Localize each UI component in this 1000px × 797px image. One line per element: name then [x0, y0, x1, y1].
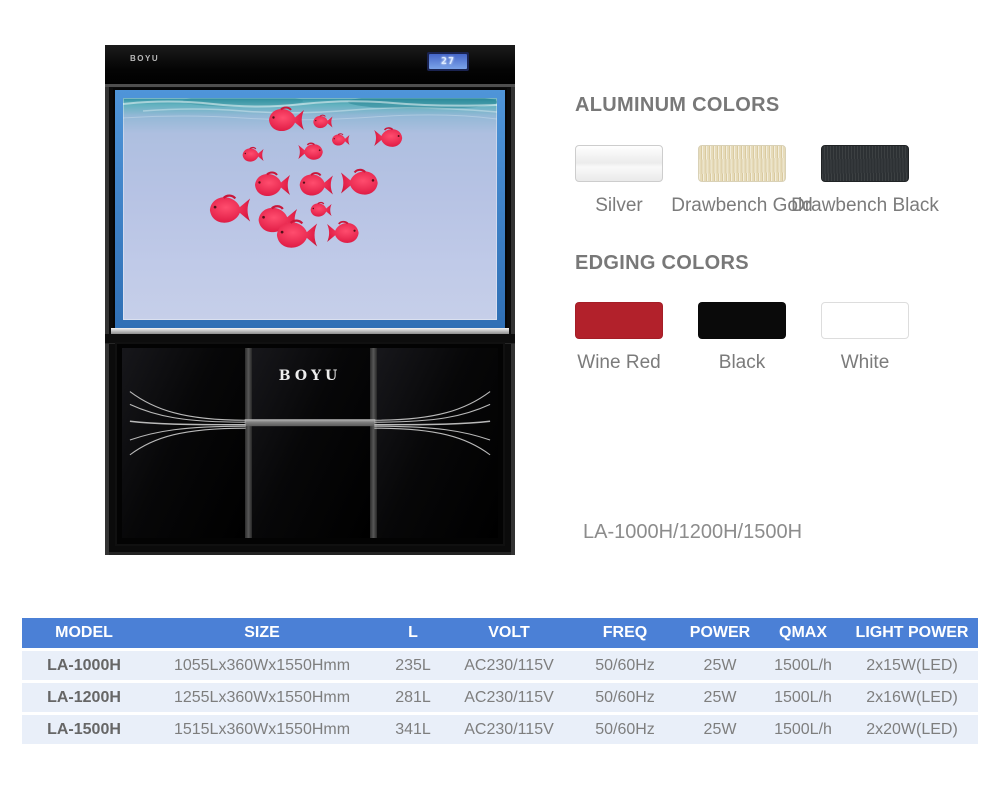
- spec-header-freq: FREQ: [570, 618, 680, 648]
- swatch-label: Black: [718, 352, 766, 373]
- cabinet-top-edge: [105, 334, 515, 344]
- spec-cell: 50/60Hz: [570, 683, 680, 712]
- spec-table-header-row: MODEL SIZE L VOLT FREQ POWER QMAX LIGHT POWER: [22, 618, 978, 648]
- spec-cell: 2x20W(LED): [846, 715, 978, 744]
- spec-header-power: POWER: [680, 618, 760, 648]
- spec-cell: 2x15W(LED): [846, 651, 978, 680]
- swatch-label: Drawbench Black: [791, 195, 939, 216]
- tank-water: [123, 98, 497, 320]
- spec-row-la-1000h: LA-1000H 1055Lx360Wx1550Hmm 235L AC230/115V…: [22, 651, 978, 680]
- swatch-option-silver: Silver: [575, 145, 698, 217]
- edging-swatch-group: Wine Red Black White: [575, 302, 944, 374]
- color-swatch: [575, 302, 663, 339]
- water-surface-ripples: [123, 98, 497, 121]
- brand-logo-top: BOYU: [130, 54, 160, 63]
- spec-cell: LA-1500H: [22, 715, 146, 744]
- tank-base-trim: [111, 328, 509, 334]
- spec-cell: 1500L/h: [760, 651, 846, 680]
- cabinet: BOYU: [117, 344, 503, 544]
- spec-header-size: SIZE: [146, 618, 378, 648]
- swatch-label: Silver: [595, 195, 643, 216]
- spec-cell: LA-1000H: [22, 651, 146, 680]
- aluminum-swatch-group: Silver Drawbench Gold Drawbench Black: [575, 145, 944, 217]
- color-swatch: [821, 302, 909, 339]
- cabinet-decor-lines: [129, 391, 491, 456]
- brand-logo-cabinet: BOYU: [278, 368, 342, 384]
- model-line: LA-1000H/1200H/1500H: [583, 521, 803, 543]
- fish-school-graphic: [123, 98, 497, 249]
- aluminum-colors-title: ALUMINUM COLORS: [575, 94, 780, 116]
- swatch-label: White: [840, 352, 890, 373]
- spec-cell: 1055Lx360Wx1550Hmm: [146, 651, 378, 680]
- cabinet-divider: [370, 348, 377, 538]
- swatch-option-black: Black: [698, 302, 821, 374]
- edging-colors-title: EDGING COLORS: [575, 252, 749, 274]
- fish-icon: [208, 106, 404, 249]
- swatch-option-drawbench-gold: Drawbench Gold: [671, 145, 821, 217]
- spec-header-l: L: [378, 618, 448, 648]
- spec-cell: AC230/115V: [448, 683, 570, 712]
- swatch-option-drawbench-black: Drawbench Black: [791, 145, 944, 217]
- spec-table: MODEL SIZE L VOLT FREQ POWER QMAX LIGHT POWER L…: [22, 615, 978, 747]
- spec-cell: 341L: [378, 715, 448, 744]
- swatch-option-white: White: [821, 302, 944, 374]
- cabinet-door-middle: [252, 348, 370, 538]
- cabinet-doors: BOYU: [122, 348, 498, 538]
- spec-cell: 1515Lx360Wx1550Hmm: [146, 715, 378, 744]
- swatch-label: Wine Red: [577, 352, 661, 373]
- spec-cell: 2x16W(LED): [846, 683, 978, 712]
- spec-cell: 1255Lx360Wx1550Hmm: [146, 683, 378, 712]
- color-swatch: [821, 145, 909, 182]
- swatch-label: Drawbench Gold: [671, 195, 813, 216]
- spec-cell: 281L: [378, 683, 448, 712]
- spec-header-light-power: LIGHT POWER: [846, 618, 978, 648]
- spec-cell: 50/60Hz: [570, 715, 680, 744]
- spec-cell: 235L: [378, 651, 448, 680]
- spec-cell: 25W: [680, 651, 760, 680]
- cabinet-door-left: [122, 348, 245, 538]
- spec-cell: 1500L/h: [760, 715, 846, 744]
- spec-cell: 50/60Hz: [570, 651, 680, 680]
- temperature-value: 27: [429, 54, 467, 69]
- temperature-display: 27: [427, 52, 469, 71]
- spec-header-qmax: QMAX: [760, 618, 846, 648]
- color-swatch: [698, 302, 786, 339]
- spec-row-la-1200h: LA-1200H 1255Lx360Wx1550Hmm 281L AC230/115V…: [22, 683, 978, 712]
- spec-header-volt: VOLT: [448, 618, 570, 648]
- spec-cell: AC230/115V: [448, 715, 570, 744]
- product-photo-aquarium: BOYU 27: [105, 45, 515, 555]
- spec-header-model: MODEL: [22, 618, 146, 648]
- aquarium-top-bezel: BOYU 27: [105, 45, 515, 87]
- color-swatch: [575, 145, 663, 182]
- spec-cell: 1500L/h: [760, 683, 846, 712]
- cabinet-door-right: [377, 348, 498, 538]
- spec-cell: LA-1200H: [22, 683, 146, 712]
- spec-cell: AC230/115V: [448, 651, 570, 680]
- color-swatch: [698, 145, 786, 182]
- swatch-option-wine-red: Wine Red: [575, 302, 698, 374]
- fish-tank: [115, 90, 505, 328]
- cabinet-divider: [245, 348, 252, 538]
- spec-row-la-1500h: LA-1500H 1515Lx360Wx1550Hmm 341L AC230/115V…: [22, 715, 978, 744]
- spec-cell: 25W: [680, 715, 760, 744]
- spec-cell: 25W: [680, 683, 760, 712]
